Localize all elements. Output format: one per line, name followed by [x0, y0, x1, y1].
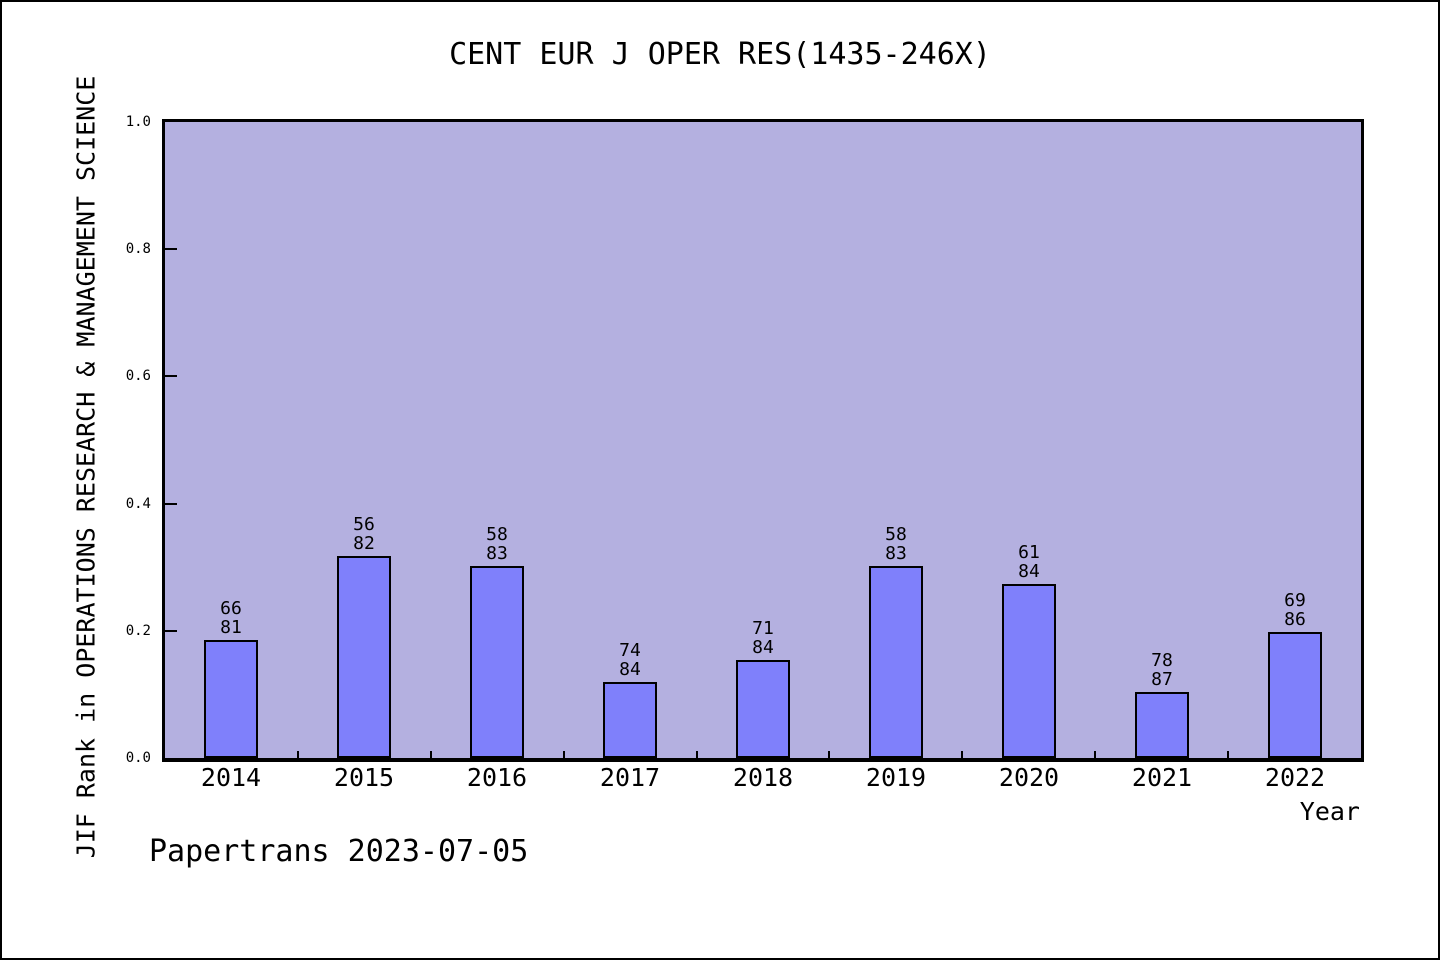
bar-value-label: 71 84 [752, 618, 774, 658]
y-axis-label: JIF Rank in OPERATIONS RESEARCH & MANAGE… [71, 75, 101, 859]
y-tick-label: 0.8 [125, 241, 151, 257]
bar-2014 [204, 640, 258, 758]
x-tick-mark [1094, 751, 1096, 758]
y-tick-label: 0.0 [125, 750, 151, 766]
y-tick-label: 0.2 [125, 623, 151, 639]
watermark: Papertrans 2023-07-05 [149, 834, 529, 869]
x-tick-mark [563, 751, 565, 758]
bar-value-label: 78 87 [1151, 650, 1173, 690]
bar-2021 [1135, 692, 1189, 758]
y-tick-mark [165, 248, 177, 250]
bar-2015 [337, 556, 391, 758]
bar-value-label: 58 83 [885, 524, 907, 564]
x-tick-label-2020: 2020 [998, 763, 1060, 792]
bar-2016 [470, 566, 524, 758]
y-tick-label: 0.6 [125, 368, 151, 384]
x-tick-mark [1227, 751, 1229, 758]
bar-value-label: 56 82 [353, 514, 375, 554]
x-tick-mark [828, 751, 830, 758]
x-axis-label: Year [1299, 797, 1360, 826]
x-tick-label-2017: 2017 [599, 763, 661, 792]
x-tick-mark [961, 751, 963, 758]
x-tick-mark [430, 751, 432, 758]
x-tick-mark [297, 751, 299, 758]
x-tick-label-2022: 2022 [1264, 763, 1326, 792]
bar-value-label: 61 84 [1018, 542, 1040, 582]
x-tick-label-2014: 2014 [200, 763, 262, 792]
chart-title: CENT EUR J OPER RES(1435-246X) [449, 37, 991, 72]
y-tick-label: 0.4 [125, 496, 151, 512]
bar-2022 [1268, 632, 1322, 758]
bar-value-label: 74 84 [619, 640, 641, 680]
x-tick-mark [696, 751, 698, 758]
x-tick-label-2021: 2021 [1131, 763, 1193, 792]
x-tick-label-2018: 2018 [732, 763, 794, 792]
y-tick-mark [165, 503, 177, 505]
plot-area: 66 81 56 82 58 83 74 84 71 84 58 83 61 84 78 87… [162, 119, 1364, 762]
bar-2019 [869, 566, 923, 758]
bar-value-label: 66 81 [220, 598, 242, 638]
bar-2017 [603, 682, 657, 758]
y-tick-mark [165, 375, 177, 377]
x-tick-label-2019: 2019 [865, 763, 927, 792]
bar-value-label: 58 83 [486, 524, 508, 564]
x-tick-label-2015: 2015 [333, 763, 395, 792]
y-tick-label: 1.0 [125, 114, 151, 130]
bar-value-label: 69 86 [1284, 590, 1306, 630]
bar-2018 [736, 660, 790, 758]
bar-2020 [1002, 584, 1056, 758]
x-tick-label-2016: 2016 [466, 763, 528, 792]
y-tick-mark [165, 630, 177, 632]
